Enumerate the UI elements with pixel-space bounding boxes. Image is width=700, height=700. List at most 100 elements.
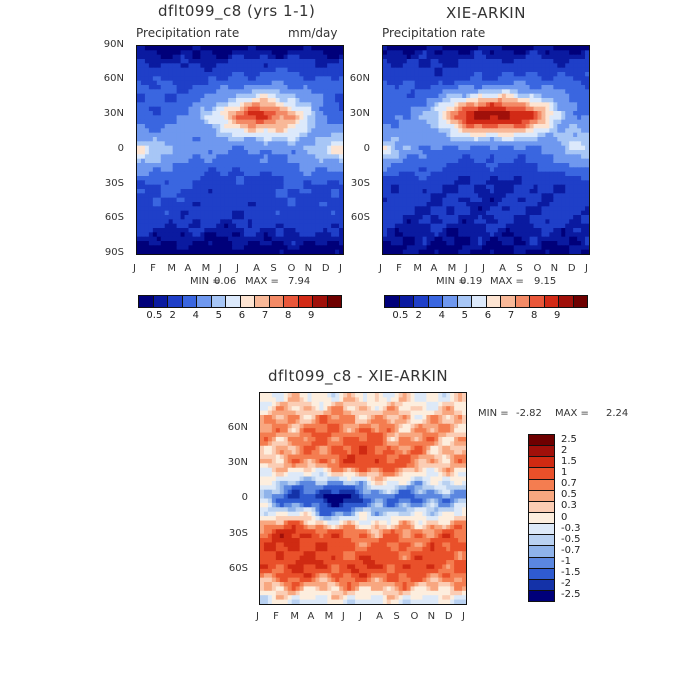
heatmap-cell (192, 145, 198, 151)
heatmap-cell (398, 132, 404, 138)
heatmap-cell (398, 85, 404, 90)
heatmap-cell (394, 132, 400, 138)
heatmap-cell (323, 176, 328, 181)
heatmap-cell (430, 223, 436, 229)
heatmap-cell (474, 63, 479, 69)
heatmap-cell (545, 72, 550, 77)
heatmap-cell (263, 141, 269, 147)
heatmap-cell (402, 167, 408, 173)
heatmap-cell (299, 124, 304, 129)
heatmap-cell (462, 137, 467, 142)
heatmap-cell (184, 180, 190, 186)
heatmap-cell (216, 54, 221, 60)
heatmap-cell (470, 202, 475, 207)
heatmap-cell (446, 215, 451, 220)
heatmap-cell (271, 176, 277, 181)
heatmap-cell (458, 137, 463, 142)
heatmap-cell (434, 154, 440, 160)
heatmap-cell (450, 210, 455, 216)
heatmap-cell (446, 202, 451, 207)
heatmap-cell (501, 167, 507, 173)
heatmap-cell (287, 102, 293, 108)
heatmap-cell (585, 167, 589, 173)
heatmap-cell (525, 115, 531, 121)
heatmap-cell (505, 124, 511, 129)
tick-label: A (184, 263, 192, 274)
heatmap-cell (307, 76, 312, 82)
heatmap-cell (569, 206, 574, 212)
heatmap-cell (212, 236, 217, 242)
heatmap-cell (450, 72, 455, 77)
heatmap-cell (383, 241, 388, 246)
heatmap-cell (501, 150, 507, 155)
colorbar-swatch (313, 296, 328, 307)
heatmap-cell (140, 241, 146, 246)
heatmap-cell (489, 93, 495, 99)
heatmap-cell (466, 128, 471, 134)
heatmap-cell (529, 46, 535, 51)
heatmap-cell (438, 124, 444, 129)
heatmap-cell (140, 132, 146, 138)
heatmap-cell (283, 193, 289, 199)
heatmap-cell (486, 89, 491, 95)
heatmap-cell (509, 232, 515, 238)
heatmap-cell (315, 189, 320, 194)
heatmap-cell (243, 202, 249, 207)
heatmap-cell (561, 93, 566, 99)
heatmap-cell (224, 154, 229, 160)
heatmap-cell (529, 98, 535, 103)
heatmap-cell (263, 128, 269, 134)
heatmap-cell (482, 106, 487, 112)
heatmap-cell (168, 89, 174, 95)
heatmap-cell (315, 54, 320, 60)
heatmap-cell (287, 223, 293, 229)
heatmap-cell (271, 228, 277, 233)
heatmap-cell (501, 245, 507, 251)
heatmap-cell (478, 180, 483, 186)
panel2-left-label: Precipitation rate (382, 26, 486, 40)
heatmap-cell (525, 150, 531, 155)
heatmap-cell (319, 54, 324, 60)
heatmap-cell (493, 171, 499, 177)
heatmap-cell (331, 223, 336, 229)
heatmap-cell (398, 145, 404, 151)
heatmap-cell (557, 206, 562, 212)
heatmap-cell (573, 219, 578, 225)
heatmap-cell (283, 50, 289, 56)
heatmap-cell (383, 72, 388, 77)
heatmap-cell (509, 141, 515, 147)
heatmap-cell (489, 145, 495, 151)
heatmap-cell (442, 115, 447, 121)
heatmap-cell (383, 210, 388, 216)
heatmap-cell (430, 106, 436, 112)
heatmap-cell (287, 236, 293, 242)
heatmap-cell (466, 176, 471, 181)
heatmap-cell (521, 63, 527, 69)
colorbar-label: 4 (192, 310, 199, 321)
heatmap-cell (390, 63, 396, 69)
heatmap-cell (184, 206, 190, 212)
heatmap-cell (303, 132, 308, 138)
heatmap-cell (236, 150, 241, 155)
heatmap-cell (311, 124, 316, 129)
heatmap-cell (295, 241, 301, 246)
heatmap-cell (184, 184, 190, 190)
heatmap-cell (287, 132, 293, 138)
heatmap-cell (148, 76, 154, 82)
heatmap-cell (247, 202, 253, 207)
heatmap-cell (474, 141, 479, 147)
heatmap-cell (418, 124, 424, 129)
heatmap-cell (144, 232, 150, 238)
heatmap-cell (482, 137, 487, 142)
heatmap-cell (438, 128, 444, 134)
heatmap-cell (299, 76, 304, 82)
heatmap-cell (525, 132, 531, 138)
heatmap-cell (501, 223, 507, 229)
heatmap-cell (493, 98, 499, 103)
heatmap-cell (513, 223, 519, 229)
heatmap-cell (561, 176, 566, 181)
heatmap-cell (291, 93, 297, 99)
heatmap-cell (307, 98, 312, 103)
heatmap-cell (581, 210, 586, 216)
heatmap-cell (255, 158, 261, 164)
